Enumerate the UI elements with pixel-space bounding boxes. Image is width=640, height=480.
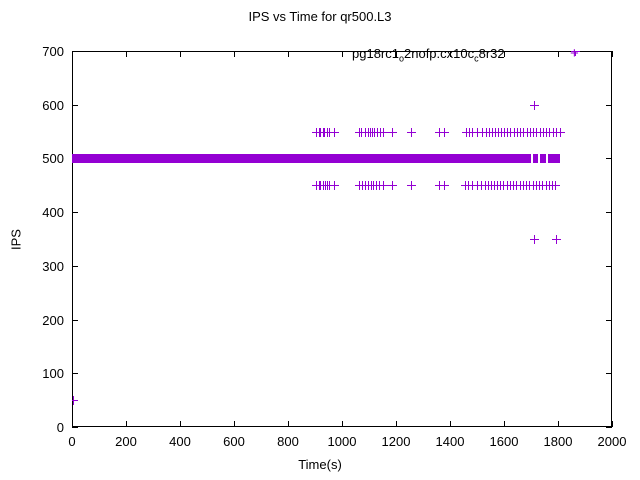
- y-tick-mark: [72, 373, 78, 375]
- y-tick-mark: [72, 319, 78, 321]
- x-tick-label: 2000: [597, 434, 627, 449]
- data-point: [467, 181, 477, 191]
- y-tick-mark: [606, 265, 612, 267]
- y-tick-mark: [606, 104, 612, 106]
- y-tick-mark: [606, 427, 612, 428]
- x-tick-mark: [180, 51, 181, 57]
- chart-title: IPS vs Time for qr500.L3: [248, 9, 392, 24]
- data-point: [330, 181, 340, 191]
- legend-marker-icon: +: [570, 45, 579, 62]
- x-tick-mark: [450, 421, 451, 427]
- data-point: [552, 235, 562, 244]
- data-point: [407, 181, 417, 191]
- x-tick-mark: [288, 421, 289, 427]
- x-tick-label: 600: [223, 434, 245, 449]
- data-point: [378, 181, 388, 191]
- x-tick-mark: [234, 51, 235, 57]
- x-tick-mark: [504, 51, 505, 57]
- y-tick-label: 400: [42, 205, 64, 221]
- data-point: [388, 181, 398, 191]
- x-tick-mark: [342, 421, 343, 427]
- x-tick-label: 0: [68, 434, 76, 449]
- y-tick-mark: [606, 319, 612, 321]
- x-tick-mark: [72, 421, 73, 427]
- legend-series-name: pg18rc1o2nofp.cx10cc8r32: [352, 46, 505, 64]
- data-band: [540, 154, 547, 164]
- x-tick-label: 1400: [435, 434, 465, 449]
- data-point: [551, 181, 561, 191]
- y-tick-label: 500: [42, 151, 64, 167]
- y-tick-label: 300: [42, 258, 64, 274]
- x-tick-label: 200: [115, 434, 137, 449]
- x-tick-mark: [72, 51, 73, 57]
- x-tick-label: 1800: [543, 434, 573, 449]
- data-point: [530, 235, 540, 244]
- x-tick-mark: [288, 51, 289, 57]
- x-tick-label: 800: [277, 434, 299, 449]
- plot-data-area: [72, 51, 612, 427]
- x-tick-mark: [504, 421, 505, 427]
- data-band: [72, 154, 531, 164]
- x-tick-mark: [558, 51, 559, 57]
- data-point: [530, 100, 540, 110]
- x-tick-mark: [234, 421, 235, 427]
- data-point: [435, 181, 445, 191]
- y-tick-label: 700: [42, 44, 64, 59]
- data-point: [440, 127, 450, 137]
- data-band: [548, 154, 561, 164]
- data-point: [325, 181, 335, 191]
- y-tick-mark: [72, 427, 78, 428]
- x-tick-mark: [558, 421, 559, 427]
- x-tick-mark: [450, 51, 451, 57]
- x-tick-mark: [396, 51, 397, 57]
- x-tick-label: 400: [169, 434, 191, 449]
- y-tick-mark: [72, 51, 78, 52]
- y-tick-label: 600: [42, 97, 64, 113]
- y-tick-mark: [606, 51, 612, 52]
- x-tick-label: 1200: [381, 434, 411, 449]
- y-tick-label: 0: [56, 420, 64, 435]
- plot-frame: [72, 51, 612, 427]
- x-tick-mark: [126, 421, 127, 427]
- data-point: [406, 127, 416, 137]
- x-tick-label: 1600: [489, 434, 519, 449]
- data-point: [473, 127, 482, 137]
- x-tick-label: 1000: [327, 434, 357, 449]
- data-point: [379, 127, 389, 137]
- data-point: [555, 127, 565, 137]
- data-point: [435, 127, 445, 137]
- y-tick-mark: [606, 158, 612, 160]
- y-tick-label: 200: [42, 312, 64, 328]
- x-tick-mark: [612, 51, 613, 57]
- data-point: [387, 127, 397, 137]
- x-tick-mark: [396, 421, 397, 427]
- data-point: [72, 396, 78, 406]
- y-tick-mark: [72, 212, 78, 214]
- x-tick-mark: [180, 421, 181, 427]
- x-tick-mark: [126, 51, 127, 57]
- x-tick-mark: [342, 51, 343, 57]
- x-axis-title: Time(s): [298, 457, 342, 472]
- data-point: [570, 51, 580, 56]
- y-tick-mark: [72, 104, 78, 106]
- data-band: [532, 154, 538, 164]
- y-tick-mark: [606, 373, 612, 375]
- data-point: [324, 127, 334, 137]
- data-point: [467, 127, 477, 137]
- y-tick-mark: [606, 212, 612, 214]
- y-tick-label: 100: [42, 366, 64, 382]
- x-tick-mark: [612, 421, 613, 427]
- legend-label: pg18rc1o2nofp.cx10cc8r32: [352, 46, 505, 64]
- data-point: [330, 127, 340, 137]
- y-tick-mark: [72, 265, 78, 267]
- data-point: [440, 181, 450, 191]
